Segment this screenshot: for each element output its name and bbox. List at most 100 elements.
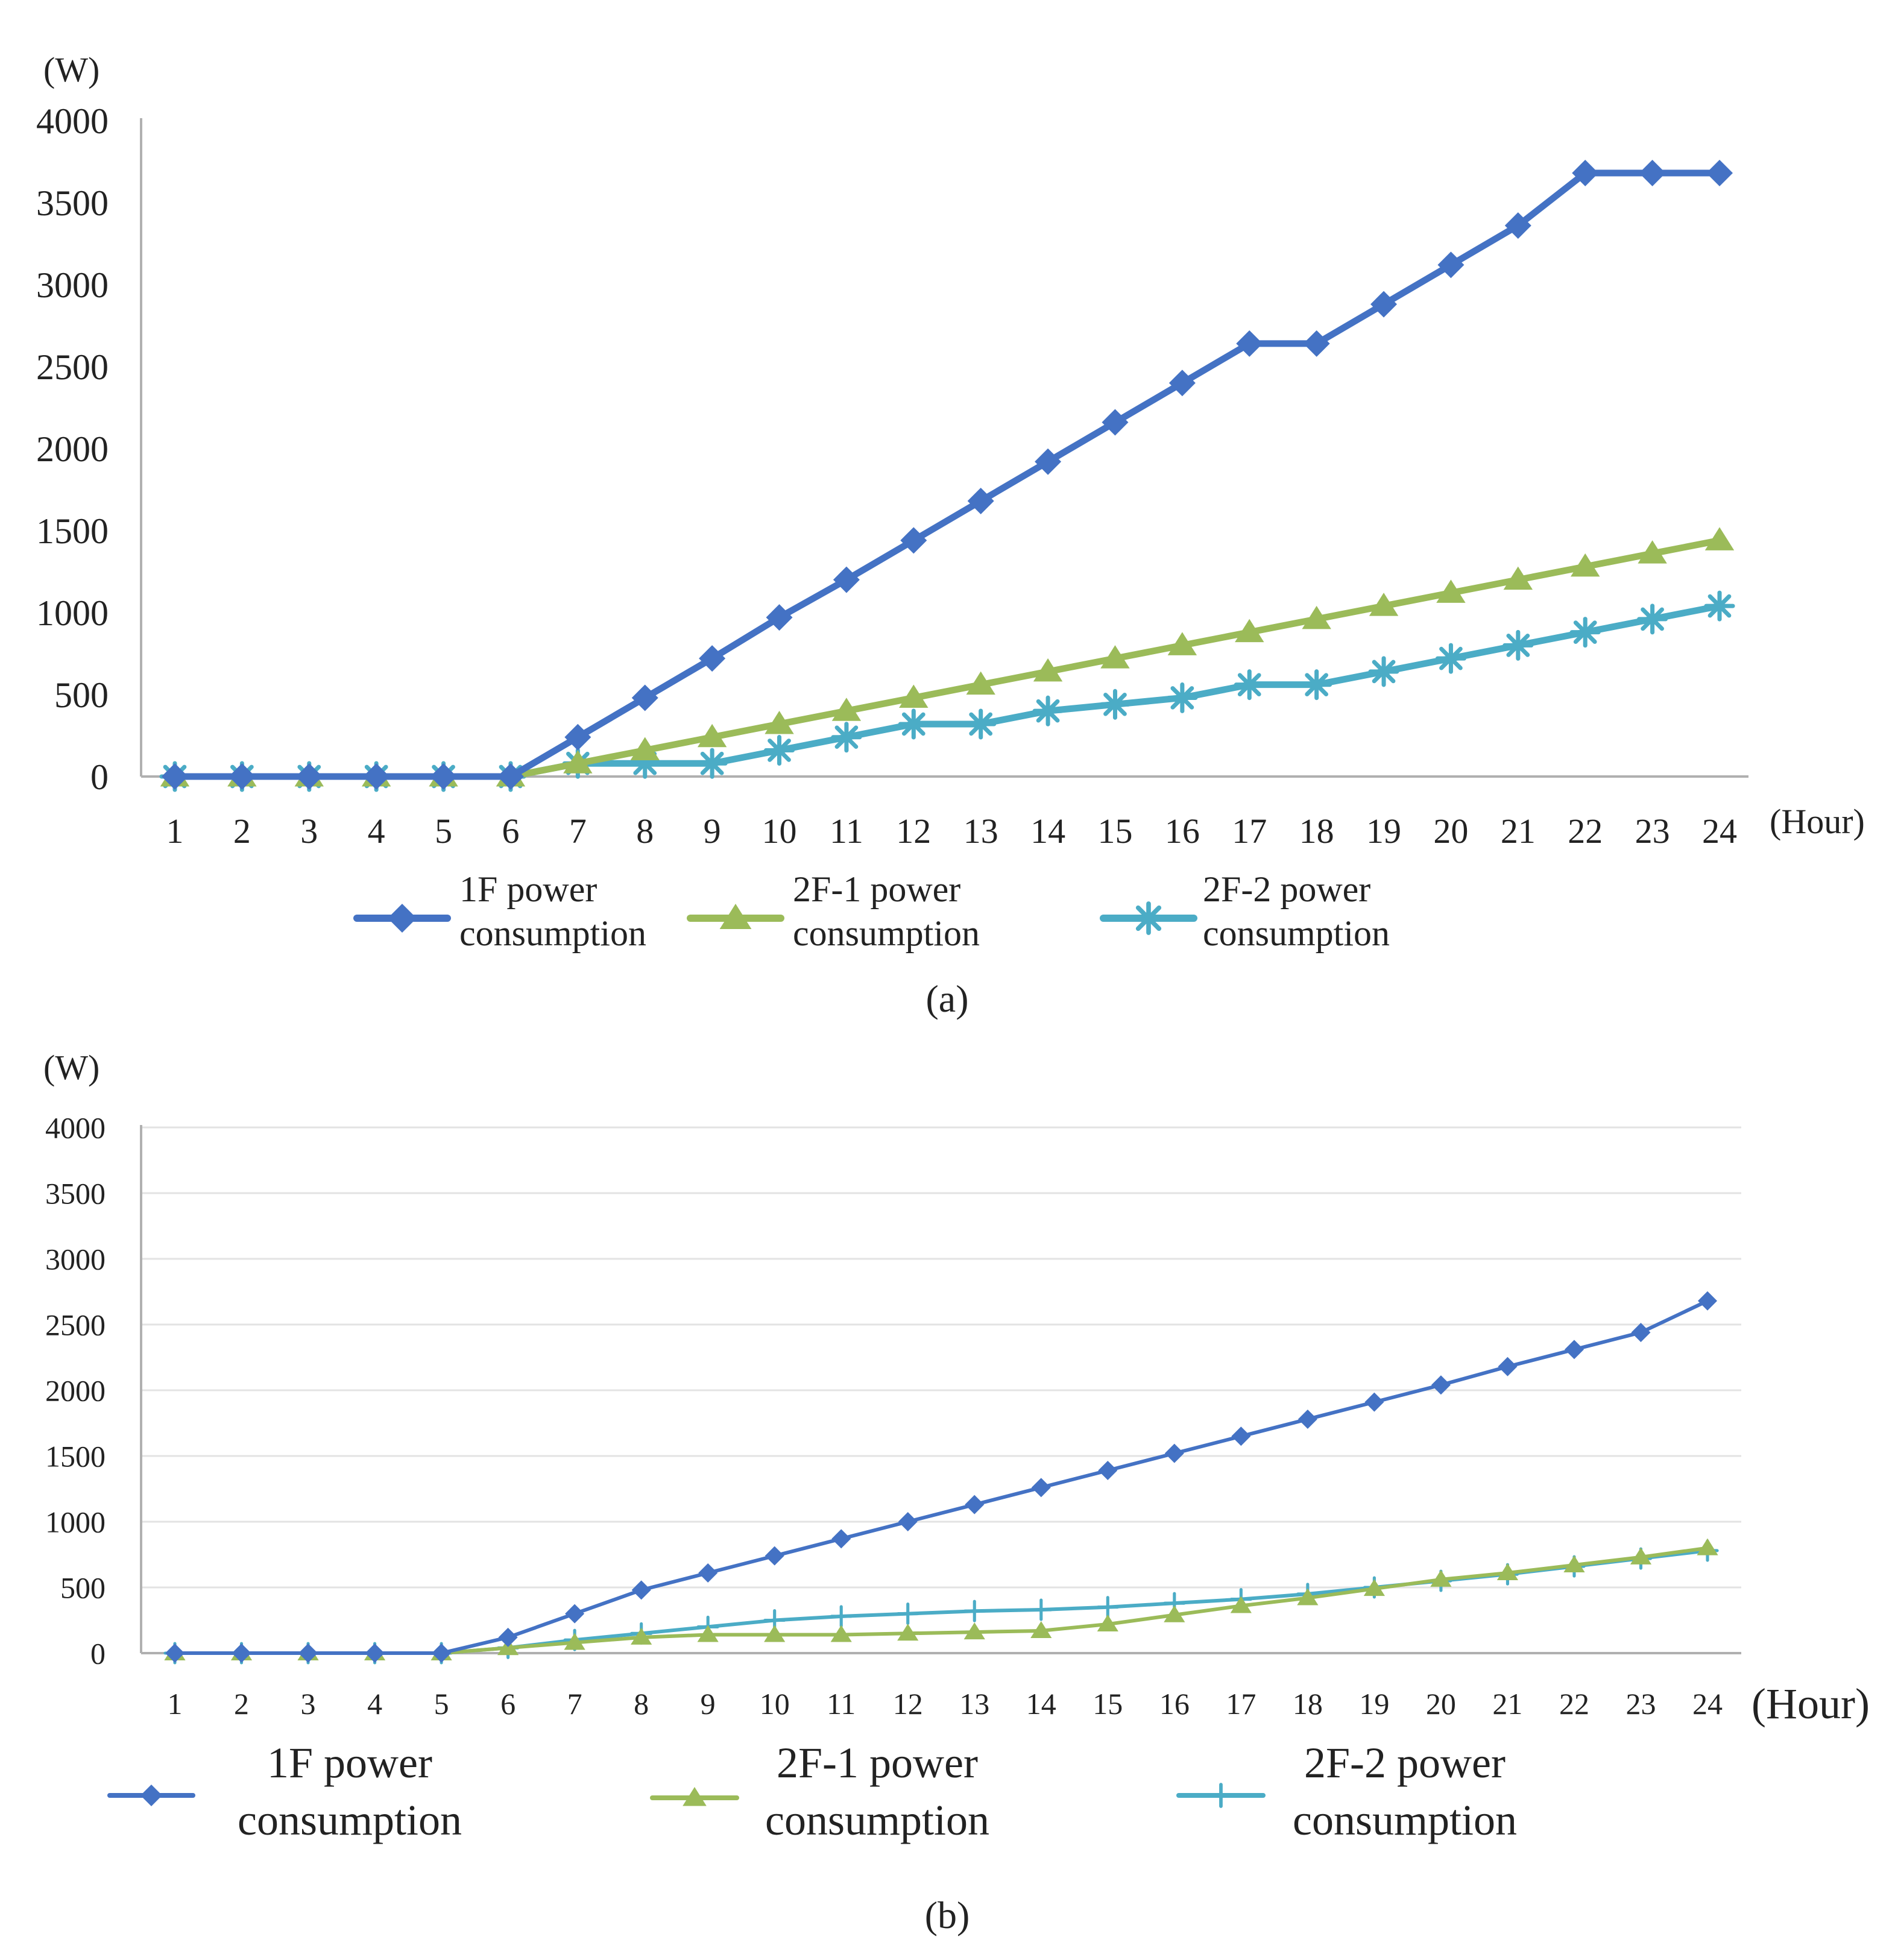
data-point bbox=[698, 1563, 718, 1583]
data-point bbox=[630, 737, 660, 760]
data-point-stroke-3 bbox=[1641, 607, 1664, 631]
data-point bbox=[1030, 1621, 1052, 1638]
data-point bbox=[697, 1625, 719, 1642]
data-point bbox=[897, 1602, 919, 1625]
data-point bbox=[1236, 330, 1263, 357]
y-tick-label: 0 bbox=[90, 757, 109, 797]
data-point bbox=[165, 1643, 184, 1663]
data-point bbox=[232, 1643, 251, 1663]
legend-label-line1: 2F-1 power bbox=[793, 869, 960, 909]
data-point-stroke-3 bbox=[1103, 692, 1127, 716]
y-tick-label: 2000 bbox=[45, 1374, 106, 1408]
data-point bbox=[432, 1643, 452, 1663]
data-point bbox=[765, 710, 794, 734]
data-point bbox=[564, 723, 591, 751]
x-tick-label: 7 bbox=[567, 1687, 582, 1721]
legend-item-0: 1F power consumption bbox=[107, 1739, 462, 1844]
data-point-stroke-3 bbox=[901, 712, 925, 736]
data-point bbox=[1100, 645, 1130, 669]
data-point bbox=[765, 1546, 784, 1566]
data-point bbox=[833, 566, 860, 593]
data-point bbox=[365, 1643, 385, 1663]
data-point bbox=[1370, 291, 1398, 318]
y-tick-label: 2500 bbox=[45, 1308, 106, 1342]
data-point bbox=[1303, 330, 1330, 357]
x-tick-label: 24 bbox=[1702, 811, 1737, 851]
x-tick-label: 2 bbox=[234, 1687, 249, 1721]
y-tick-label: 1500 bbox=[45, 1440, 106, 1473]
data-point bbox=[1569, 617, 1601, 648]
data-point bbox=[1297, 1588, 1319, 1605]
data-point bbox=[963, 1599, 986, 1622]
data-point bbox=[1164, 1605, 1185, 1622]
data-point bbox=[1096, 1596, 1119, 1619]
data-point bbox=[696, 748, 728, 779]
data-point bbox=[1097, 1615, 1118, 1632]
x-tick-label: 11 bbox=[827, 1687, 856, 1721]
data-point bbox=[1564, 1340, 1584, 1360]
data-point bbox=[831, 698, 862, 721]
y-tick-label: 3500 bbox=[36, 183, 109, 223]
y-tick-label: 3000 bbox=[45, 1243, 106, 1276]
y-tick-label: 500 bbox=[54, 675, 109, 715]
data-point bbox=[1235, 619, 1264, 643]
x-tick-label: 5 bbox=[434, 1687, 449, 1721]
data-point bbox=[830, 1605, 853, 1628]
data-point bbox=[1031, 1478, 1051, 1498]
data-point-stroke-3 bbox=[1036, 699, 1060, 723]
chart-caption: (a) bbox=[925, 977, 968, 1020]
x-tick-label: 13 bbox=[963, 811, 998, 851]
x-tick-label: 4 bbox=[368, 811, 385, 851]
data-point bbox=[1231, 1426, 1251, 1446]
x-tick-label: 2 bbox=[233, 811, 251, 851]
data-point bbox=[1234, 669, 1265, 701]
x-tick-label: 15 bbox=[1093, 1687, 1123, 1721]
data-point bbox=[1639, 160, 1666, 187]
data-point bbox=[1164, 1443, 1184, 1463]
data-point-stroke-3 bbox=[834, 725, 859, 749]
data-point bbox=[764, 734, 795, 766]
data-point bbox=[898, 1512, 918, 1531]
data-point bbox=[897, 1624, 919, 1641]
data-point bbox=[965, 708, 997, 740]
legend-swatch-marker bbox=[1208, 1783, 1234, 1808]
data-point bbox=[1572, 160, 1599, 187]
data-point bbox=[1098, 1460, 1118, 1480]
data-point bbox=[1502, 629, 1534, 661]
data-point bbox=[565, 1604, 585, 1624]
data-point bbox=[1706, 160, 1733, 187]
x-tick-label: 19 bbox=[1359, 1687, 1389, 1721]
data-point bbox=[631, 684, 658, 711]
legend-swatch-marker bbox=[140, 1785, 162, 1806]
legend-swatch-marker-stroke-3 bbox=[1135, 905, 1162, 931]
data-point bbox=[766, 604, 793, 631]
data-point bbox=[764, 1625, 786, 1642]
x-tick-label: 19 bbox=[1366, 811, 1401, 851]
data-point bbox=[564, 1633, 585, 1650]
y-tick-label: 3000 bbox=[36, 265, 109, 305]
y-tick-label: 1500 bbox=[36, 511, 109, 551]
data-point bbox=[1431, 1375, 1451, 1395]
data-point bbox=[1498, 1357, 1518, 1376]
x-tick-label: 20 bbox=[1433, 811, 1468, 851]
x-tick-label: 11 bbox=[830, 811, 863, 851]
series-0 bbox=[162, 160, 1733, 790]
data-point bbox=[498, 1627, 518, 1647]
legend-label-line2: consumption bbox=[238, 1796, 462, 1844]
x-tick-label: 20 bbox=[1426, 1687, 1456, 1721]
x-tick-label: 9 bbox=[704, 811, 721, 851]
x-tick-label: 16 bbox=[1159, 1687, 1190, 1721]
data-point bbox=[298, 1643, 318, 1663]
data-point bbox=[900, 527, 927, 554]
data-point bbox=[898, 708, 929, 740]
data-point bbox=[963, 1622, 985, 1640]
x-tick-label: 21 bbox=[1492, 1687, 1522, 1721]
data-point bbox=[1099, 689, 1130, 720]
data-point bbox=[1504, 212, 1531, 239]
x-tick-label: 12 bbox=[893, 1687, 923, 1721]
data-point bbox=[1435, 643, 1466, 674]
x-tick-label: 23 bbox=[1625, 1687, 1656, 1721]
y-tick-label: 0 bbox=[90, 1637, 106, 1671]
x-tick-label: 6 bbox=[500, 1687, 516, 1721]
